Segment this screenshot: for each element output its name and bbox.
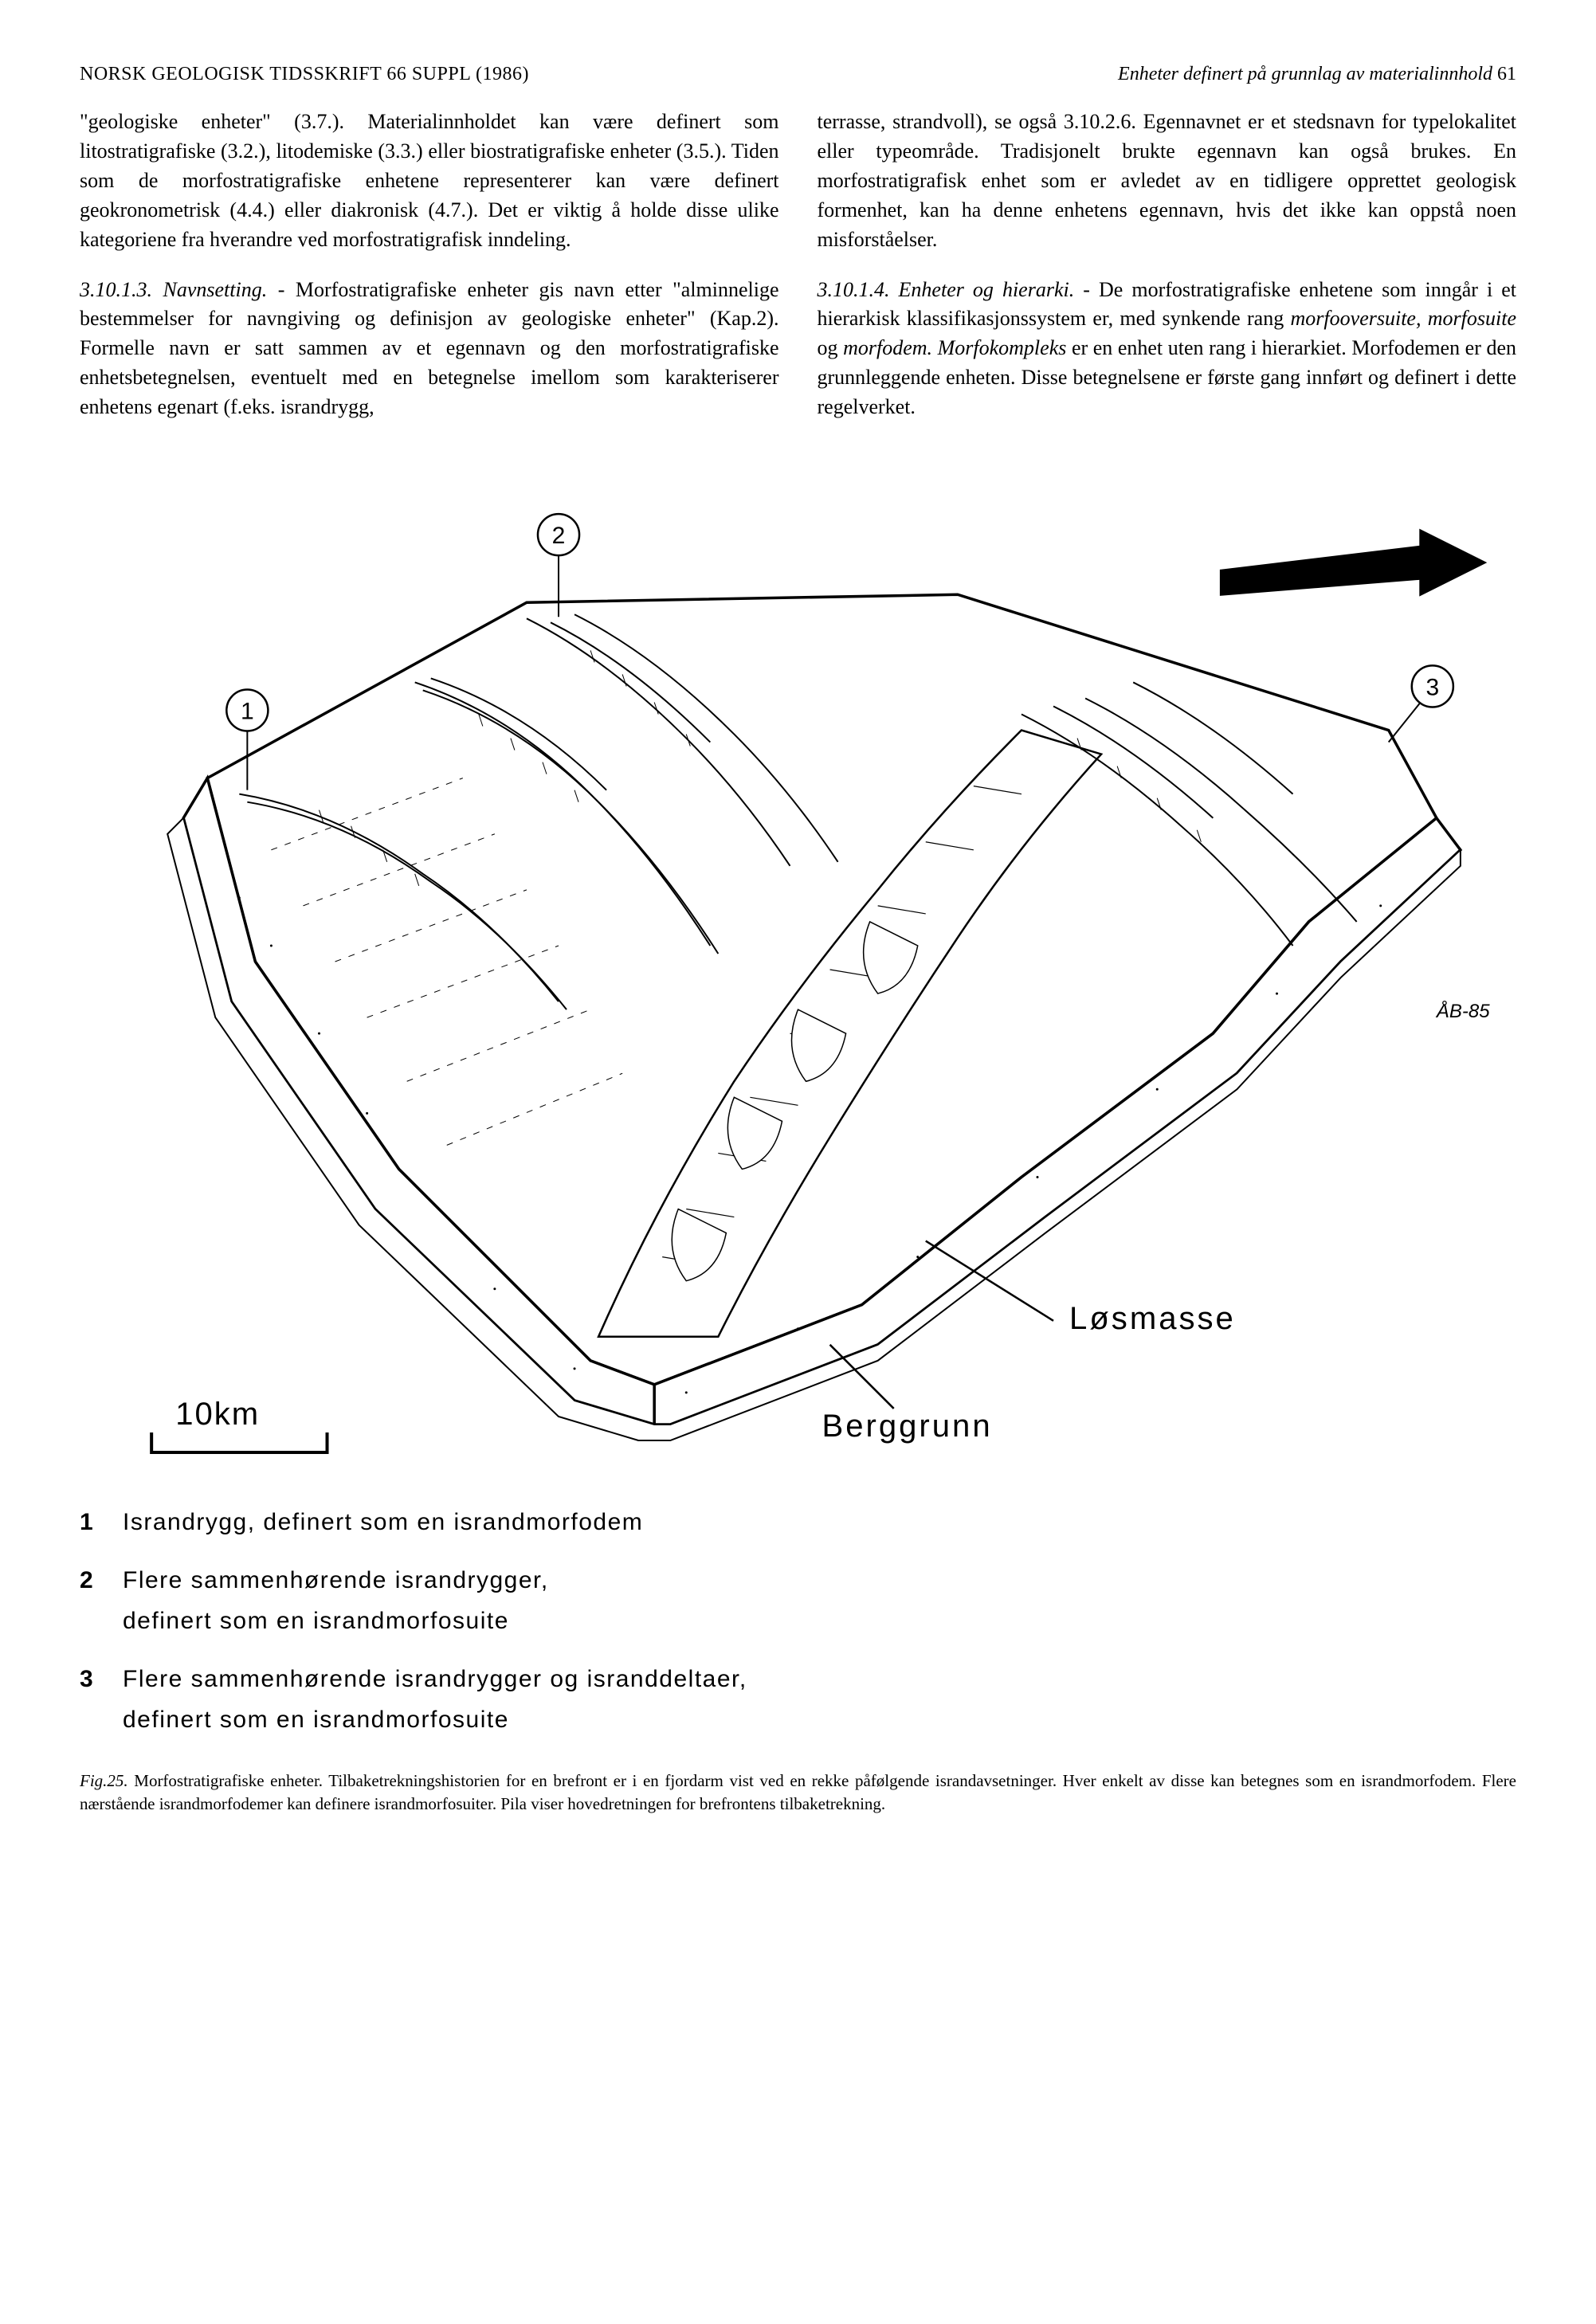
figure-25: 1 2 3 Løsmasse Berggrunn 10km Å	[80, 475, 1516, 1480]
right-para-2: 3.10.1.4. Enheter og hierarki. - De morf…	[818, 276, 1517, 423]
right-para-2-mid2: og	[818, 336, 844, 359]
right-para-2-italic2: morfodem. Morfokompleks	[843, 336, 1066, 359]
label-losmasse: Løsmasse	[1069, 1301, 1236, 1336]
label-berggrunn: Berggrunn	[822, 1409, 993, 1444]
legend-text-3: Flere sammenhørende israndrygger og isra…	[123, 1661, 1516, 1738]
figure-legend: 1 Israndrygg, definert som en israndmorf…	[80, 1504, 1516, 1738]
arrow-icon	[1221, 531, 1484, 594]
page-number: 61	[1497, 64, 1516, 84]
caption-fig-num: Fig.25.	[80, 1771, 128, 1790]
right-para-2-italic1: morfooversuite, morfosuite	[1291, 307, 1516, 330]
legend-num-2: 2	[80, 1562, 123, 1639]
scale-bar: 10km	[151, 1397, 327, 1452]
scale-label: 10km	[175, 1397, 260, 1432]
legend-item-3: 3 Flere sammenhørende israndrygger og is…	[80, 1661, 1516, 1738]
page-header: NORSK GEOLOGISK TIDSSKRIFT 66 SUPPL (198…	[80, 64, 1516, 85]
running-title: Enheter definert på grunnlag av material…	[1118, 64, 1516, 85]
caption-text: Morfostratigrafiske enheter. Tilbaketrek…	[80, 1771, 1516, 1813]
journal-reference: NORSK GEOLOGISK TIDSSKRIFT 66 SUPPL (198…	[80, 64, 529, 85]
legend-item-2: 2 Flere sammenhørende israndrygger, defi…	[80, 1562, 1516, 1639]
right-para-2-heading: 3.10.1.4. Enheter og hierarki.	[818, 278, 1075, 301]
svg-text:2: 2	[552, 523, 566, 549]
legend-item-1: 1 Israndrygg, definert som en israndmorf…	[80, 1504, 1516, 1540]
svg-text:3: 3	[1425, 675, 1439, 701]
legend-num-3: 3	[80, 1661, 123, 1738]
figure-svg: 1 2 3 Løsmasse Berggrunn 10km Å	[80, 475, 1516, 1480]
body-columns: "geologiske enheter" (3.7.). Materialinn…	[80, 108, 1516, 443]
legend-num-1: 1	[80, 1504, 123, 1540]
running-title-text: Enheter definert på grunnlag av material…	[1118, 64, 1492, 84]
left-para-2-heading: 3.10.1.3. Navnsetting.	[80, 278, 267, 301]
left-column: "geologiske enheter" (3.7.). Materialinn…	[80, 108, 779, 443]
right-para-1: terrasse, strandvoll), se også 3.10.2.6.…	[818, 108, 1517, 255]
figure-caption: Fig.25. Morfostratigrafiske enheter. Til…	[80, 1769, 1516, 1815]
svg-text:1: 1	[241, 699, 254, 725]
legend-text-1: Israndrygg, definert som en israndmorfod…	[123, 1504, 1516, 1540]
left-para-1: "geologiske enheter" (3.7.). Materialinn…	[80, 108, 779, 255]
left-para-2: 3.10.1.3. Navnsetting. - Morfostratigraf…	[80, 276, 779, 423]
legend-text-2: Flere sammenhørende israndrygger, define…	[123, 1562, 1516, 1639]
figure-credit: ÅB-85	[1435, 1000, 1490, 1022]
callout-3: 3	[1389, 665, 1453, 742]
right-column: terrasse, strandvoll), se også 3.10.2.6.…	[818, 108, 1517, 443]
terrain-block	[167, 594, 1461, 1440]
